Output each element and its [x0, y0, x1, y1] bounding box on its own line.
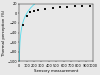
Point [26, 15, 27, 16]
Point [30, 12, 31, 13]
Point [37, 9, 38, 10]
X-axis label: Sensory measurement: Sensory measurement [34, 69, 78, 73]
Point [52, 7, 53, 9]
Point [74, 6, 76, 7]
Point [59, 7, 61, 8]
Point [44, 8, 46, 9]
Y-axis label: Thermal perception (%): Thermal perception (%) [2, 9, 6, 56]
Point [33, 10, 35, 11]
Point [82, 5, 83, 7]
Point [67, 6, 68, 8]
Point [22, 25, 24, 26]
Point [89, 5, 90, 6]
